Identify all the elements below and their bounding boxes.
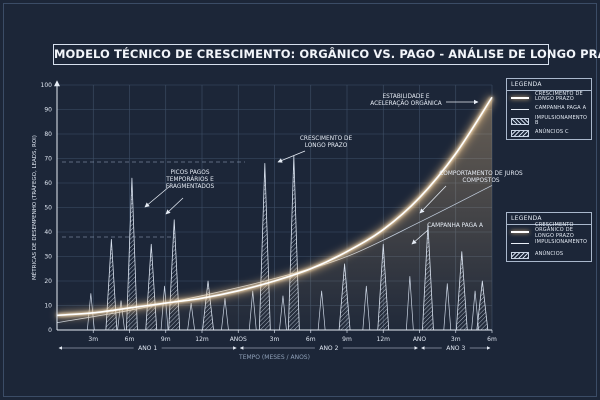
outer-frame — [3, 3, 597, 397]
legend-label: IMPULSIONAMENTO B — [535, 114, 588, 126]
annotation-stability: ESTABILIDADE E ACELERAÇÃO ORGÂNICA — [370, 94, 442, 107]
annotation-arrow — [277, 150, 306, 163]
y-tick-label: 90 — [44, 107, 52, 114]
legend-label: CAMPANHA PAGA A — [535, 105, 587, 112]
x-axis-label: TEMPO (MESES / ANOS) — [238, 354, 310, 361]
annotation-arrow — [165, 197, 184, 215]
y-tick-label: 10 — [44, 303, 52, 310]
legend-item: CRESCIMENTO DE LONGO PRAZO — [507, 91, 591, 103]
y-tick-label: 40 — [44, 229, 52, 236]
y-tick-label: 80 — [44, 131, 52, 138]
legend-swatch — [511, 228, 529, 235]
x-tick-label: 3m — [451, 336, 461, 343]
ad-spike-thin — [405, 276, 414, 331]
annotation-compound: COMPORTAMENTO DE JUROS COMPOSTOS — [439, 171, 523, 184]
legend-swatch — [511, 94, 529, 101]
legend-item: CAMPANHA PAGA A — [507, 103, 591, 115]
y-axis-label: MÉTRICAS DE DESEMPENHO (TRÁFEGO, LEADS, … — [30, 135, 38, 280]
annotations-layer: PICOS PAGOS TEMPORÁRIOS E FRAGMENTADOS CRES… — [62, 94, 523, 245]
y-tick-label: 60 — [44, 180, 52, 187]
legend-bottom-title: LEGENDA — [507, 213, 591, 225]
y-tick-label: 50 — [44, 205, 52, 212]
legend-item: ANÚNCIOS — [507, 249, 591, 261]
y-tick-label: 20 — [44, 278, 52, 285]
legend-swatch — [511, 117, 529, 125]
ad-spike-thin — [221, 298, 229, 331]
legend-item: CRESCIMENTO ORGÂNICO DE LONGO PRAZO — [507, 221, 591, 239]
paid-spike-hatched — [287, 155, 300, 331]
legend-label: CRESCIMENTO ORGÂNICO DE LONGO PRAZO — [535, 221, 574, 239]
ad-spike-thin — [471, 290, 479, 331]
legend-top-title: LEGENDA — [507, 79, 591, 91]
legend-label: CRESCIMENTO DE LONGO PRAZO — [535, 90, 583, 102]
legend-swatch — [511, 240, 529, 247]
legend-item: IMPULSIONAMENTO — [507, 237, 591, 249]
legend-swatch — [511, 129, 529, 137]
ad-spike-thin — [160, 285, 169, 331]
paid-spike-hatched — [168, 219, 181, 331]
y-tick-label: 30 — [44, 254, 52, 261]
x-tick-label: ANOS — [230, 336, 247, 343]
legend-top: LEGENDA CRESCIMENTO DE LONGO PRAZO CAMPAN… — [506, 78, 592, 140]
annotation-arrow — [419, 185, 447, 214]
organic-curve-line — [56, 96, 493, 317]
annotation-paid-peaks: PICOS PAGOS TEMPORÁRIOS E FRAGMENTADOS — [165, 170, 214, 190]
year-span-label: ANO 1 — [138, 345, 157, 352]
legend-swatch — [511, 106, 529, 113]
ad-spike-thin — [279, 295, 287, 331]
y-tick-label: 0 — [48, 327, 52, 334]
ad-spike-thin — [443, 283, 452, 331]
y-tick-label: 100 — [41, 82, 53, 89]
legend-item: IMPULSIONAMENTO B — [507, 115, 591, 127]
ad-spike-thin — [117, 300, 125, 331]
paid-spike-hatched — [105, 238, 118, 331]
legend-swatch — [511, 251, 529, 259]
x-tick-label: 6m — [487, 336, 497, 343]
annotation-arrow — [411, 229, 429, 245]
legend-label: ANÚNCIOS C — [535, 129, 569, 136]
legend-item: ANÚNCIOS C — [507, 127, 591, 139]
ad-spike-thin — [317, 290, 326, 331]
legend-label: ANÚNCIOS — [535, 251, 564, 258]
x-tick-label: 3m — [270, 336, 280, 343]
ad-spike-thin — [362, 285, 371, 331]
x-tick-label: 9m — [161, 336, 171, 343]
legend-bottom: LEGENDA CRESCIMENTO ORGÂNICO DE LONGO PR… — [506, 212, 592, 262]
annotation-long-term: CRESCIMENTO DE LONGO PRAZO — [300, 136, 353, 149]
x-tick-label: 6m — [125, 336, 135, 343]
ad-spike-thin — [248, 290, 257, 331]
x-tick-label: ANO — [413, 336, 427, 343]
x-tick-label: 12m — [377, 336, 391, 343]
x-tick-label: 6m — [306, 336, 316, 343]
lines-layer — [56, 95, 495, 324]
year-span-label: ANO 3 — [446, 345, 465, 352]
annotation-campaign-a: CAMPANHA PAGA A — [427, 223, 483, 229]
year-span-label: ANO 2 — [319, 345, 338, 352]
chart-title: MODELO TÉCNICO DE CRESCIMENTO: ORGÂNICO … — [53, 44, 600, 65]
x-tick-label: 9m — [342, 336, 352, 343]
paid-spike-hatched — [145, 243, 158, 331]
axes-layer: 0 10 20 30 40 50 60 70 80 90 100 3m 6m 9m 12m ANOS 3m 6m 9… — [30, 80, 497, 361]
annotation-arrow — [144, 185, 171, 208]
legend-label: IMPULSIONAMENTO — [535, 239, 588, 246]
x-tick-label: 12m — [195, 336, 209, 343]
y-tick-label: 70 — [44, 156, 52, 163]
x-tick-label: 3m — [88, 336, 98, 343]
paid-spike-hatched — [258, 163, 271, 331]
